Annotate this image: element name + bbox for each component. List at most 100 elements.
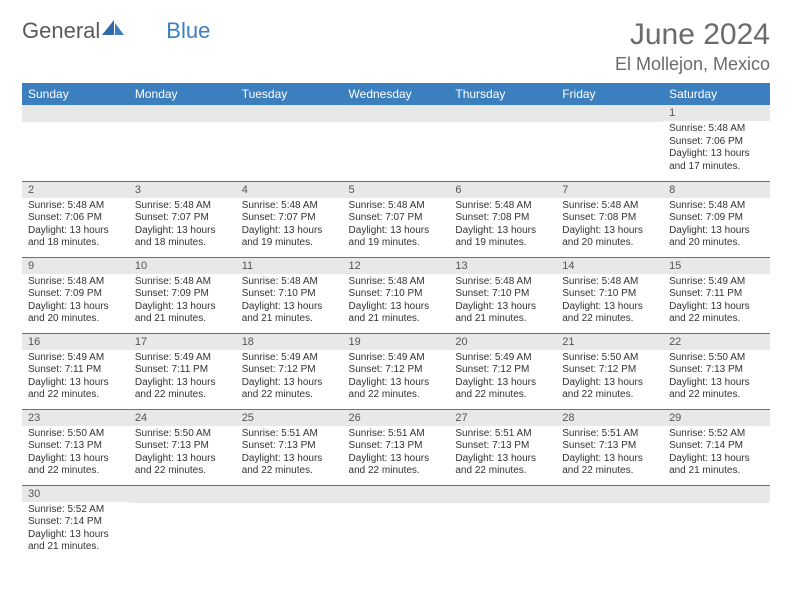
day-details: Sunrise: 5:51 AMSunset: 7:13 PMDaylight:… xyxy=(343,426,450,482)
day-details: Sunrise: 5:51 AMSunset: 7:13 PMDaylight:… xyxy=(236,426,343,482)
document-page: General Blue June 2024 El Mollejon, Mexi… xyxy=(0,0,792,579)
calendar-cell xyxy=(236,485,343,561)
empty-day-bar xyxy=(663,486,770,503)
sunset-text: Sunset: 7:08 PM xyxy=(562,212,657,225)
calendar-cell xyxy=(22,105,129,181)
daylight-line2: and 22 minutes. xyxy=(562,389,657,402)
day-details: Sunrise: 5:48 AMSunset: 7:08 PMDaylight:… xyxy=(449,198,556,254)
calendar-body: 1Sunrise: 5:48 AMSunset: 7:06 PMDaylight… xyxy=(22,105,770,561)
sunset-text: Sunset: 7:12 PM xyxy=(349,364,444,377)
day-details: Sunrise: 5:49 AMSunset: 7:12 PMDaylight:… xyxy=(449,350,556,406)
day-details: Sunrise: 5:48 AMSunset: 7:08 PMDaylight:… xyxy=(556,198,663,254)
sunset-text: Sunset: 7:11 PM xyxy=(669,288,764,301)
day-number: 7 xyxy=(556,182,663,198)
empty-day-body xyxy=(449,503,556,553)
sunset-text: Sunset: 7:07 PM xyxy=(242,212,337,225)
sunrise-text: Sunrise: 5:49 AM xyxy=(455,352,550,365)
daylight-line2: and 22 minutes. xyxy=(669,313,764,326)
day-number: 14 xyxy=(556,258,663,274)
daylight-line2: and 18 minutes. xyxy=(28,237,123,250)
day-details: Sunrise: 5:48 AMSunset: 7:06 PMDaylight:… xyxy=(663,121,770,177)
day-details: Sunrise: 5:49 AMSunset: 7:11 PMDaylight:… xyxy=(129,350,236,406)
month-title: June 2024 xyxy=(615,18,770,52)
day-details: Sunrise: 5:48 AMSunset: 7:10 PMDaylight:… xyxy=(343,274,450,330)
sunrise-text: Sunrise: 5:48 AM xyxy=(135,200,230,213)
calendar-cell: 25Sunrise: 5:51 AMSunset: 7:13 PMDayligh… xyxy=(236,409,343,485)
calendar-cell: 3Sunrise: 5:48 AMSunset: 7:07 PMDaylight… xyxy=(129,181,236,257)
calendar-cell xyxy=(449,105,556,181)
daylight-line1: Daylight: 13 hours xyxy=(242,301,337,314)
day-number: 29 xyxy=(663,410,770,426)
daylight-line2: and 17 minutes. xyxy=(669,161,764,174)
day-number: 9 xyxy=(22,258,129,274)
sunset-text: Sunset: 7:12 PM xyxy=(455,364,550,377)
empty-day-bar xyxy=(556,105,663,122)
daylight-line1: Daylight: 13 hours xyxy=(135,453,230,466)
daylight-line1: Daylight: 13 hours xyxy=(562,377,657,390)
sunrise-text: Sunrise: 5:49 AM xyxy=(349,352,444,365)
daylight-line2: and 20 minutes. xyxy=(562,237,657,250)
sunrise-text: Sunrise: 5:49 AM xyxy=(242,352,337,365)
day-number: 12 xyxy=(343,258,450,274)
daylight-line2: and 21 minutes. xyxy=(455,313,550,326)
daylight-line2: and 21 minutes. xyxy=(349,313,444,326)
day-number: 6 xyxy=(449,182,556,198)
sunset-text: Sunset: 7:13 PM xyxy=(669,364,764,377)
sunrise-text: Sunrise: 5:50 AM xyxy=(28,428,123,441)
day-number: 20 xyxy=(449,334,556,350)
daylight-line2: and 22 minutes. xyxy=(349,389,444,402)
sunrise-text: Sunrise: 5:48 AM xyxy=(562,276,657,289)
daylight-line1: Daylight: 13 hours xyxy=(28,377,123,390)
sunrise-text: Sunrise: 5:50 AM xyxy=(562,352,657,365)
day-number: 3 xyxy=(129,182,236,198)
sunrise-text: Sunrise: 5:48 AM xyxy=(669,123,764,136)
day-details: Sunrise: 5:48 AMSunset: 7:09 PMDaylight:… xyxy=(663,198,770,254)
empty-day-body xyxy=(343,503,450,553)
empty-day-body xyxy=(556,122,663,172)
sunset-text: Sunset: 7:09 PM xyxy=(135,288,230,301)
empty-day-bar xyxy=(22,105,129,122)
day-details: Sunrise: 5:50 AMSunset: 7:12 PMDaylight:… xyxy=(556,350,663,406)
sunset-text: Sunset: 7:09 PM xyxy=(669,212,764,225)
sunrise-text: Sunrise: 5:51 AM xyxy=(349,428,444,441)
calendar-cell: 20Sunrise: 5:49 AMSunset: 7:12 PMDayligh… xyxy=(449,333,556,409)
calendar-cell: 12Sunrise: 5:48 AMSunset: 7:10 PMDayligh… xyxy=(343,257,450,333)
daylight-line2: and 22 minutes. xyxy=(28,389,123,402)
calendar-week-row: 9Sunrise: 5:48 AMSunset: 7:09 PMDaylight… xyxy=(22,257,770,333)
day-number: 16 xyxy=(22,334,129,350)
sunset-text: Sunset: 7:13 PM xyxy=(349,440,444,453)
sunset-text: Sunset: 7:13 PM xyxy=(28,440,123,453)
day-details: Sunrise: 5:48 AMSunset: 7:10 PMDaylight:… xyxy=(556,274,663,330)
daylight-line1: Daylight: 13 hours xyxy=(242,225,337,238)
calendar-cell: 10Sunrise: 5:48 AMSunset: 7:09 PMDayligh… xyxy=(129,257,236,333)
weekday-header-row: Sunday Monday Tuesday Wednesday Thursday… xyxy=(22,83,770,105)
empty-day-bar xyxy=(343,486,450,503)
day-number: 5 xyxy=(343,182,450,198)
day-number: 15 xyxy=(663,258,770,274)
day-details: Sunrise: 5:48 AMSunset: 7:07 PMDaylight:… xyxy=(236,198,343,254)
sunrise-text: Sunrise: 5:48 AM xyxy=(562,200,657,213)
empty-day-bar xyxy=(343,105,450,122)
sunset-text: Sunset: 7:11 PM xyxy=(28,364,123,377)
weekday-header: Thursday xyxy=(449,83,556,105)
day-number: 2 xyxy=(22,182,129,198)
calendar-cell xyxy=(129,485,236,561)
calendar-cell: 8Sunrise: 5:48 AMSunset: 7:09 PMDaylight… xyxy=(663,181,770,257)
day-details: Sunrise: 5:48 AMSunset: 7:09 PMDaylight:… xyxy=(22,274,129,330)
day-number: 19 xyxy=(343,334,450,350)
day-number: 21 xyxy=(556,334,663,350)
calendar-week-row: 16Sunrise: 5:49 AMSunset: 7:11 PMDayligh… xyxy=(22,333,770,409)
daylight-line2: and 21 minutes. xyxy=(135,313,230,326)
day-details: Sunrise: 5:49 AMSunset: 7:11 PMDaylight:… xyxy=(22,350,129,406)
daylight-line1: Daylight: 13 hours xyxy=(28,225,123,238)
day-number: 24 xyxy=(129,410,236,426)
sunrise-text: Sunrise: 5:48 AM xyxy=(349,276,444,289)
sunrise-text: Sunrise: 5:51 AM xyxy=(562,428,657,441)
sunset-text: Sunset: 7:08 PM xyxy=(455,212,550,225)
calendar-cell: 1Sunrise: 5:48 AMSunset: 7:06 PMDaylight… xyxy=(663,105,770,181)
calendar-week-row: 2Sunrise: 5:48 AMSunset: 7:06 PMDaylight… xyxy=(22,181,770,257)
daylight-line2: and 22 minutes. xyxy=(455,465,550,478)
sunset-text: Sunset: 7:13 PM xyxy=(242,440,337,453)
calendar-cell: 23Sunrise: 5:50 AMSunset: 7:13 PMDayligh… xyxy=(22,409,129,485)
calendar-cell xyxy=(343,105,450,181)
